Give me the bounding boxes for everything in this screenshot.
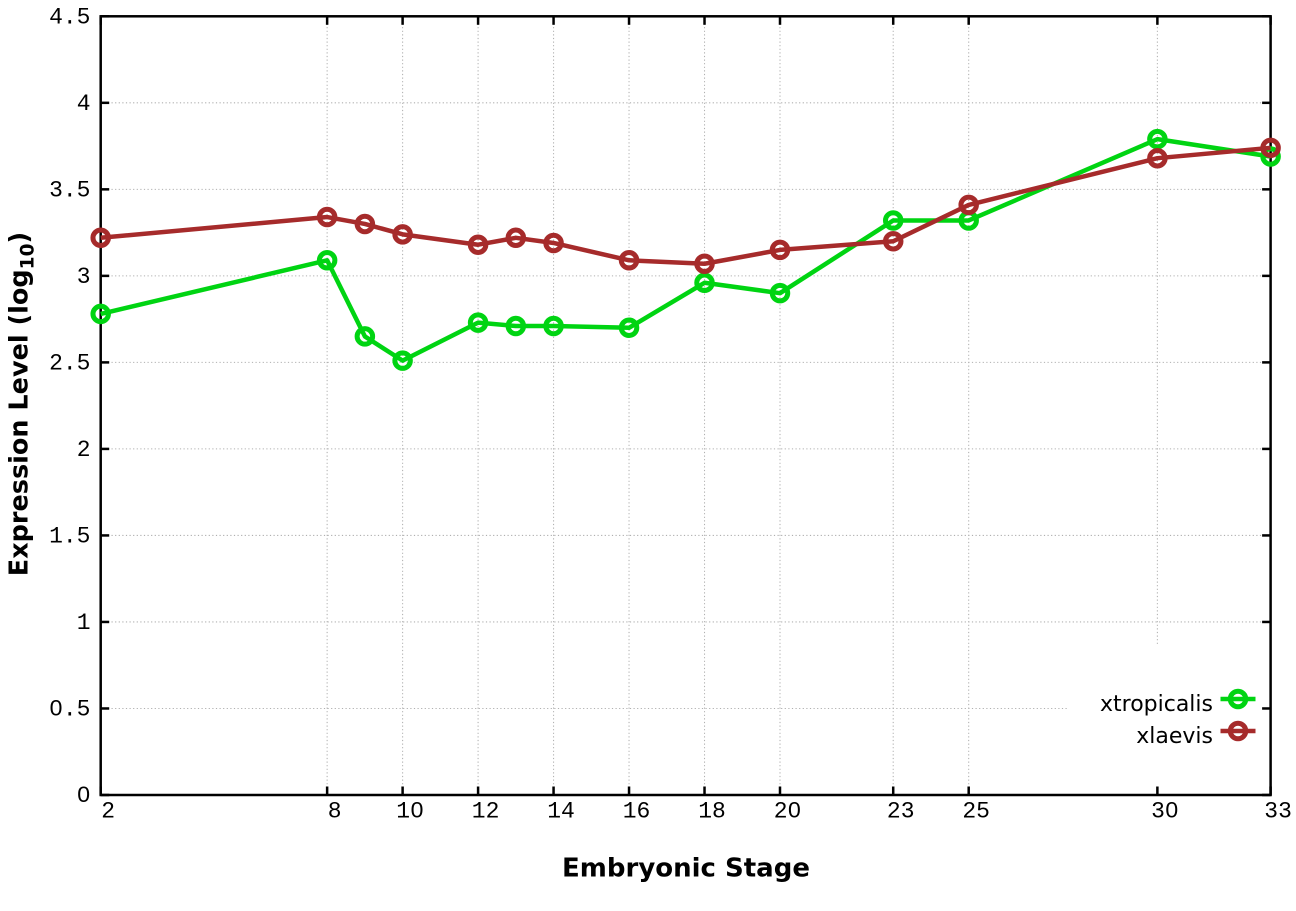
x-tick-label: 12 — [472, 799, 500, 825]
series-marker-xtropicalis — [392, 350, 413, 371]
axes: 2 8 10 12 14 16 18 20 23 25 30 33 0 0.5 1 1.5 2 2.5 3 3.5 4 4… — [49, 4, 1292, 824]
y-tick-label: 4.5 — [49, 4, 90, 30]
series-marker-xtropicalis — [467, 312, 489, 333]
y-axis-title-subscript: 10 — [18, 243, 39, 269]
series-marker-xtropicalis — [90, 303, 111, 325]
series-marker-xlaevis — [1147, 147, 1168, 169]
series-marker-xtropicalis — [1147, 128, 1168, 150]
series-marker-xlaevis — [882, 231, 904, 252]
series-marker-xtropicalis — [618, 317, 640, 339]
y-tick-label: 1.5 — [49, 523, 90, 549]
y-tick-label: 0.5 — [49, 696, 90, 722]
legend-label-xlaevis: xlaevis — [1136, 724, 1213, 749]
zero-glyph-mask — [1169, 806, 1175, 811]
series-marker-xtropicalis — [882, 210, 904, 231]
series-marker-xlaevis — [958, 194, 979, 216]
zero-glyph-mask — [414, 806, 420, 811]
x-tick-label: 2 — [101, 799, 115, 825]
series-marker-xtropicalis — [694, 272, 715, 294]
legend-label-xtropicalis: xtropicalis — [1100, 692, 1213, 717]
series-marker-xlaevis — [90, 227, 111, 249]
x-tick-label: 23 — [887, 799, 915, 825]
y-tick-label: 3.5 — [49, 177, 90, 203]
series-marker-xlaevis — [354, 213, 376, 235]
plot-border — [99, 15, 1272, 797]
x-tick-label: 10 — [396, 799, 424, 825]
zero-glyph-mask — [792, 806, 797, 811]
series-marker-xlaevis — [1260, 137, 1281, 159]
series-marker-xlaevis — [543, 232, 564, 254]
x-tick-label: 30 — [1151, 799, 1179, 825]
x-tick-label: 18 — [698, 799, 726, 825]
axis-titles: Embryonic Stage Expression Level (log10) — [5, 232, 810, 884]
grid-lines — [100, 16, 1271, 795]
x-tick-label: 14 — [547, 799, 575, 825]
series-marker-xtropicalis — [543, 315, 564, 337]
series-marker-xtropicalis — [505, 315, 527, 337]
y-axis-title-close-paren: ) — [5, 232, 35, 244]
legend-sample-marker-xtropicalis — [1227, 688, 1249, 710]
x-tick-label: 20 — [774, 799, 802, 825]
x-axis-title: Embryonic Stage — [562, 854, 810, 884]
y-tick-label: 3 — [77, 264, 91, 290]
series-marker-xlaevis — [694, 253, 715, 275]
legend-sample-marker-xlaevis — [1227, 720, 1249, 742]
y-tick-label: 4 — [77, 91, 91, 117]
series-marker-xtropicalis — [769, 282, 791, 304]
y-tick-label: 2.5 — [49, 350, 90, 376]
series-marker-xlaevis — [392, 224, 413, 245]
x-tick-label: 33 — [1264, 799, 1292, 825]
y-axis-title-main: Expression Level (log — [5, 269, 35, 576]
zero-glyph-mask — [81, 790, 86, 796]
series-marker-xlaevis — [467, 234, 489, 255]
y-axis-title: Expression Level (log10) — [5, 232, 39, 576]
series-marker-xtropicalis — [354, 326, 376, 347]
series-marker-xtropicalis — [316, 250, 338, 271]
x-tick-label: 8 — [328, 799, 342, 825]
series-marker-xlaevis — [505, 227, 527, 249]
series-marker-xlaevis — [618, 250, 640, 271]
legend-background — [1069, 645, 1270, 794]
zero-glyph-mask — [53, 703, 59, 709]
series-marker-xlaevis — [769, 239, 791, 261]
data-series — [90, 128, 1281, 371]
y-tick-label: 2 — [77, 437, 91, 463]
x-tick-label: 25 — [962, 799, 990, 825]
y-tick-label: 1 — [77, 610, 91, 636]
y-tick-label: 0 — [77, 783, 91, 809]
legend: xtropicalis xlaevis — [1100, 688, 1256, 749]
x-tick-label: 16 — [623, 799, 651, 825]
series-marker-xlaevis — [316, 206, 338, 228]
